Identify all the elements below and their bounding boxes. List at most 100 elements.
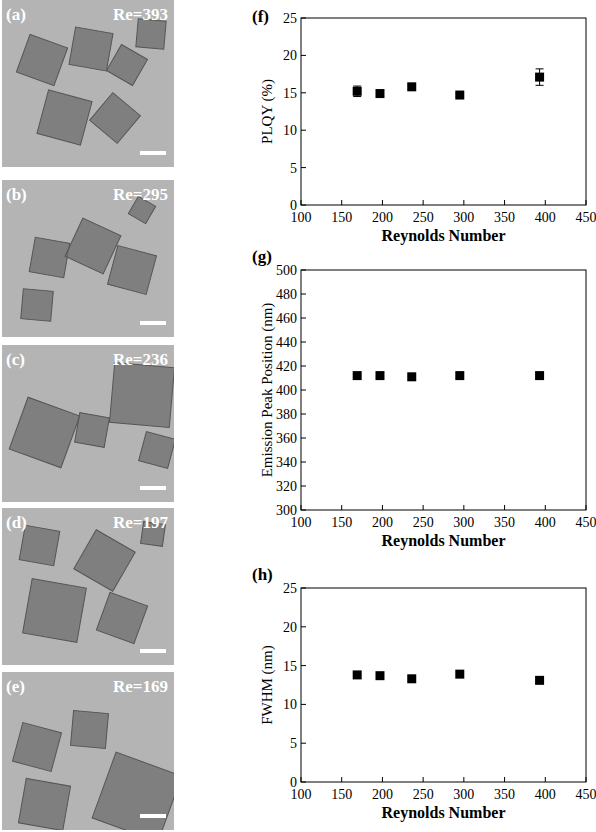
error-cap xyxy=(536,68,544,69)
image-body xyxy=(2,508,174,665)
y-tick-label: 25 xyxy=(283,11,297,26)
x-tick-label: 350 xyxy=(494,515,515,530)
y-tick xyxy=(301,167,306,168)
error-bar xyxy=(353,86,361,96)
y-tick xyxy=(301,205,306,206)
nanoplate xyxy=(16,34,67,85)
chart: 1001502002503003504004500510152025Reynol… xyxy=(252,565,596,822)
data-point xyxy=(455,91,464,100)
nanoplate xyxy=(109,362,174,427)
x-tick xyxy=(301,777,302,782)
y-tick xyxy=(301,626,306,627)
image-body xyxy=(2,672,174,830)
y-tick xyxy=(301,294,306,295)
x-tick xyxy=(423,200,424,205)
x-tick-label: 300 xyxy=(453,210,474,225)
panel-label: (b) xyxy=(6,185,27,204)
y-tick xyxy=(301,130,306,131)
x-tick xyxy=(586,505,587,510)
x-tick xyxy=(382,777,383,782)
x-tick xyxy=(382,200,383,205)
tem-image xyxy=(2,180,174,337)
y-tick-label: 25 xyxy=(283,581,297,596)
nanoplate xyxy=(71,711,109,749)
x-tick-label: 400 xyxy=(535,787,556,802)
x-tick-label: 150 xyxy=(331,210,352,225)
x-tick xyxy=(504,777,505,782)
panel-text: Re=169 xyxy=(113,677,168,696)
x-tick xyxy=(463,200,464,205)
x-tick xyxy=(341,505,342,510)
y-tick-label: 15 xyxy=(283,86,297,101)
x-tick xyxy=(586,777,587,782)
x-tick xyxy=(463,777,464,782)
y-tick xyxy=(301,390,306,391)
nanoplate xyxy=(37,90,92,145)
panel-text: Re=295 xyxy=(113,185,168,204)
y-tick xyxy=(301,438,306,439)
plot-frame xyxy=(301,18,586,205)
nanoplate xyxy=(107,45,148,86)
x-tick xyxy=(301,200,302,205)
x-tick-label: 350 xyxy=(494,210,515,225)
scale-bar xyxy=(140,486,166,490)
x-tick xyxy=(504,505,505,510)
tem-image xyxy=(2,0,174,167)
panel-label: (e) xyxy=(6,677,25,696)
data-point xyxy=(455,371,464,380)
panel-label: (g) xyxy=(252,247,272,266)
y-tick-label: 400 xyxy=(276,383,297,398)
y-tick-label: 5 xyxy=(290,736,297,751)
data-point xyxy=(375,371,384,380)
x-tick-label: 200 xyxy=(372,787,393,802)
nanoplate xyxy=(108,246,157,295)
marks xyxy=(353,371,544,381)
y-tick-label: 360 xyxy=(276,431,297,446)
chart: 1001502002503003504004503003203403603804… xyxy=(252,247,596,550)
panel-label: (a) xyxy=(6,5,26,24)
y-tick-label: 440 xyxy=(276,335,297,350)
y-tick-label: 20 xyxy=(283,620,297,635)
data-point xyxy=(535,676,544,685)
x-tick-label: 250 xyxy=(413,210,434,225)
y-tick-label: 340 xyxy=(276,455,297,470)
marks xyxy=(353,69,544,100)
y-tick xyxy=(301,743,306,744)
y-tick-label: 5 xyxy=(290,161,297,176)
image-ground xyxy=(2,180,174,337)
data-point xyxy=(407,82,416,91)
nanoplate xyxy=(92,752,174,830)
panel-label: (f) xyxy=(252,7,269,26)
nanoplate xyxy=(23,579,87,643)
image-ground xyxy=(2,508,174,665)
y-tick-label: 0 xyxy=(290,775,297,790)
x-tick xyxy=(341,777,342,782)
y-axis-title: PLQY (%) xyxy=(259,79,276,144)
y-tick xyxy=(301,588,306,589)
tem-image xyxy=(2,345,175,502)
y-tick-label: 420 xyxy=(276,359,297,374)
y-tick xyxy=(301,92,306,93)
x-tick-label: 150 xyxy=(331,515,352,530)
scale-bar xyxy=(140,321,166,325)
image-body xyxy=(2,345,174,502)
image-body xyxy=(2,180,174,337)
nanoplate xyxy=(29,237,70,278)
scale-bar xyxy=(140,151,166,155)
tem-image xyxy=(2,508,174,665)
y-tick-label: 500 xyxy=(276,263,297,278)
data-point xyxy=(407,674,416,683)
data-point xyxy=(353,371,362,380)
x-tick-label: 400 xyxy=(535,515,556,530)
y-tick xyxy=(301,366,306,367)
data-point xyxy=(535,73,544,82)
x-tick-label: 250 xyxy=(413,515,434,530)
y-tick xyxy=(301,462,306,463)
x-tick-label: 200 xyxy=(372,210,393,225)
y-tick xyxy=(301,18,306,19)
x-tick xyxy=(341,200,342,205)
x-tick-label: 450 xyxy=(576,210,596,225)
x-tick xyxy=(423,505,424,510)
y-axis-title: Emission Peak Position (nm) xyxy=(259,303,276,478)
error-cap xyxy=(353,86,361,87)
